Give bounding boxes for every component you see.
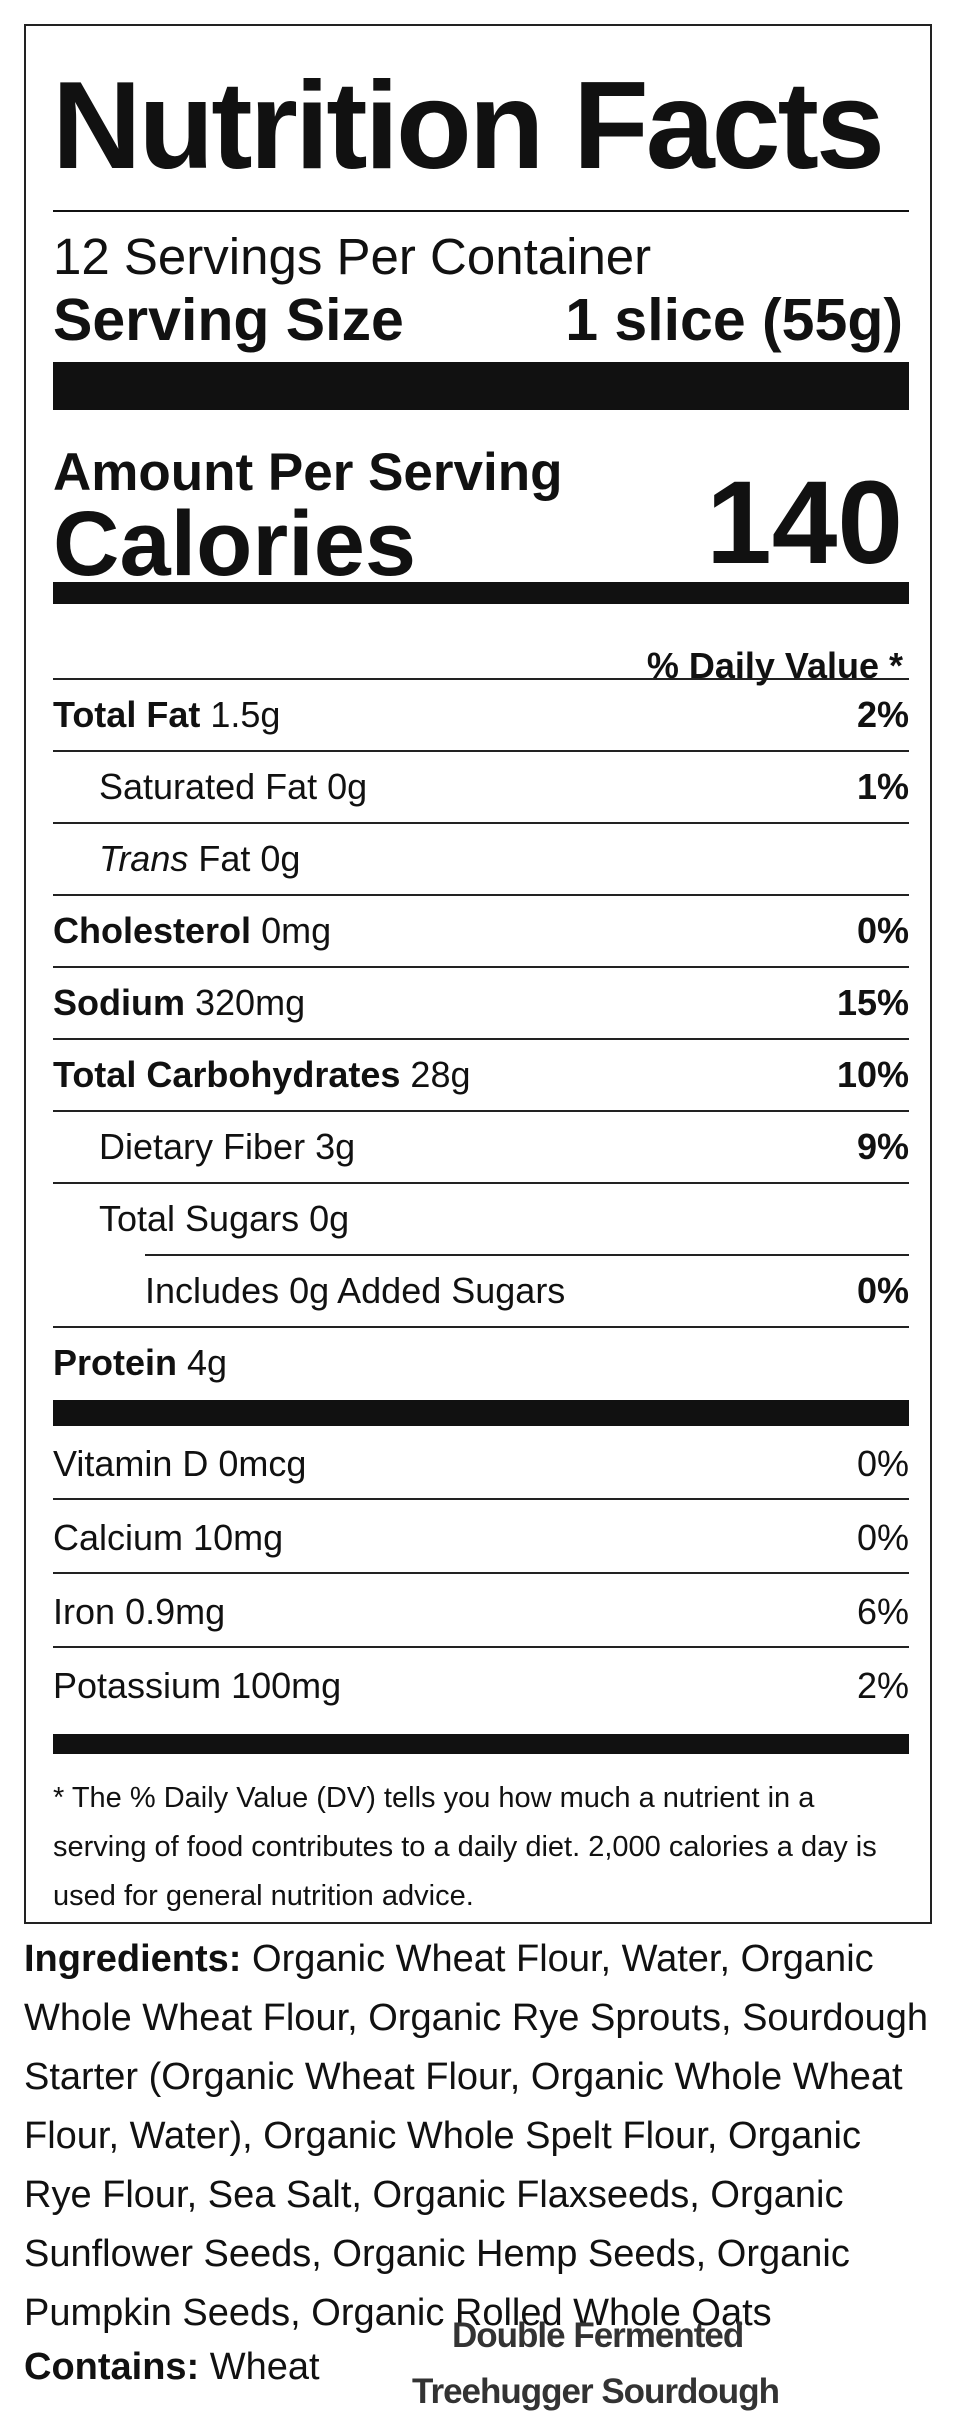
- vitamin-row-calcium: Calcium 10mg 0%: [53, 1498, 909, 1570]
- vitamin-name: Potassium: [53, 1665, 222, 1706]
- nutrient-row-trans-fat: Trans Fat 0g: [53, 822, 909, 894]
- ingredients-label: Ingredients:: [24, 1938, 242, 1980]
- nutrition-facts-panel: Nutrition Facts 12 Servings Per Containe…: [24, 24, 932, 1924]
- calories-label: Calories: [53, 493, 417, 595]
- nutrient-name: Includes 0g Added Sugars: [145, 1270, 566, 1311]
- vitamin-dv: 0%: [856, 1517, 909, 1558]
- nutrient-row-added-sugars: Includes 0g Added Sugars 0%: [145, 1254, 909, 1326]
- nutrient-name: Sodium: [53, 982, 185, 1023]
- daily-value-footnote: * The % Daily Value (DV) tells you how m…: [53, 1782, 877, 1912]
- vitamin-dv: 0%: [856, 1443, 909, 1484]
- nutrient-name: Dietary Fiber: [99, 1126, 306, 1167]
- vitamin-row-potassium: Potassium 100mg 2%: [53, 1646, 909, 1718]
- vitamin-dv: 2%: [856, 1665, 909, 1706]
- nutrient-dv: 10%: [836, 1054, 909, 1095]
- nutrient-name: Protein: [53, 1342, 178, 1383]
- nutrient-name: Fat: [198, 838, 251, 879]
- nutrient-dv: 0%: [856, 1270, 909, 1311]
- nutrient-amount: 4g: [187, 1342, 228, 1383]
- vitamin-row-iron: Iron 0.9mg 6%: [53, 1572, 909, 1644]
- nutrient-amount: 3g: [315, 1126, 356, 1167]
- nutrient-dv: 2%: [856, 694, 909, 735]
- vitamin-name: Calcium: [53, 1517, 184, 1558]
- serving-size-value: 1 slice (55g): [565, 287, 903, 353]
- servings-per-container: 12 Servings Per Container: [53, 228, 652, 285]
- nutrient-amount: 0g: [309, 1198, 350, 1239]
- title-divider: [53, 210, 909, 212]
- nutrient-dv: 15%: [836, 982, 909, 1023]
- nutrient-name: Total Fat: [53, 694, 201, 735]
- nutrient-row-cholesterol: Cholesterol 0mg 0%: [53, 894, 909, 966]
- nutrient-amount: 0g: [327, 766, 368, 807]
- vitamin-amount: 0.9mg: [125, 1591, 226, 1632]
- medium-divider: [53, 582, 909, 604]
- nutrition-facts-title: Nutrition Facts: [52, 57, 885, 195]
- nutrient-row-total-fat: Total Fat 1.5g 2%: [53, 678, 909, 750]
- nutrient-amount: 320mg: [195, 982, 306, 1023]
- product-name-line-2: Treehugger Sourdough: [412, 2372, 780, 2411]
- amount-per-serving: Amount Per Serving: [53, 443, 563, 502]
- nutrient-row-sodium: Sodium 320mg 15%: [53, 966, 909, 1038]
- nutrient-row-total-carbohydrates: Total Carbohydrates 28g 10%: [53, 1038, 909, 1110]
- product-name-line-1: Double Fermented: [452, 2316, 744, 2355]
- nutrient-dv: 0%: [856, 910, 909, 951]
- thick-divider-vitamins: [53, 1400, 909, 1426]
- nutrient-name: Saturated Fat: [99, 766, 318, 807]
- vitamin-name: Vitamin D: [53, 1443, 209, 1484]
- ingredients-text: Organic Wheat Flour, Water, Organic Whol…: [24, 1938, 929, 2334]
- thick-divider-top: [53, 362, 909, 410]
- vitamin-row-vitamin-d: Vitamin D 0mcg 0%: [53, 1426, 909, 1498]
- contains-text: Wheat: [209, 2346, 320, 2388]
- nutrient-dv: 9%: [856, 1126, 909, 1167]
- nutrient-name: Cholesterol: [53, 910, 252, 951]
- nutrient-row-dietary-fiber: Dietary Fiber 3g 9%: [53, 1110, 909, 1182]
- nutrient-name-italic: Trans: [99, 838, 189, 879]
- daily-value-header: % Daily Value *: [646, 645, 903, 686]
- nutrient-name: Total Sugars: [99, 1198, 300, 1239]
- nutrient-amount: 28g: [410, 1054, 471, 1095]
- vitamin-amount: 100mg: [231, 1665, 342, 1706]
- vitamin-dv: 6%: [856, 1591, 909, 1632]
- calories-value: 140: [706, 457, 903, 589]
- nutrient-row-saturated-fat: Saturated Fat 0g 1%: [53, 750, 909, 822]
- contains-label: Contains:: [24, 2346, 200, 2388]
- nutrient-amount: 0mg: [261, 910, 332, 951]
- thick-divider-bottom: [53, 1734, 909, 1754]
- allergen-statement: Contains: Wheat: [24, 2348, 320, 2386]
- vitamin-amount: 10mg: [193, 1517, 284, 1558]
- nutrient-row-protein: Protein 4g: [53, 1326, 909, 1398]
- vitamin-amount: 0mcg: [218, 1443, 307, 1484]
- nutrient-row-total-sugars: Total Sugars 0g: [53, 1182, 909, 1254]
- serving-size-label: Serving Size: [53, 287, 404, 353]
- ingredients-statement: Ingredients: Organic Wheat Flour, Water,…: [24, 1930, 936, 2343]
- nutrient-amount: 1.5g: [210, 694, 281, 735]
- nutrient-name: Total Carbohydrates: [53, 1054, 401, 1095]
- vitamin-name: Iron: [53, 1591, 116, 1632]
- nutrient-amount: 0g: [260, 838, 301, 879]
- nutrient-dv: 1%: [856, 766, 909, 807]
